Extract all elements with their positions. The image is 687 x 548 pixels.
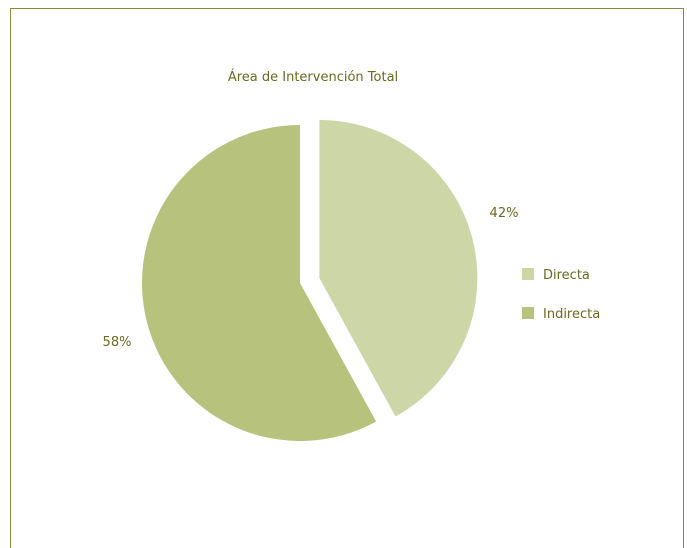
legend-label-directa: Directa — [543, 268, 590, 283]
data-label-directa: 42% — [490, 206, 519, 221]
data-label-indirecta: 58% — [103, 335, 132, 350]
chart-frame — [10, 8, 684, 548]
legend-label-indirecta: Indirecta — [543, 307, 600, 322]
pie-slices — [142, 120, 478, 441]
legend: Directa Indirecta — [522, 268, 600, 322]
chart-title: Área de Intervención Total — [228, 69, 398, 85]
pie-data-labels: 42% 58% — [103, 206, 519, 350]
pie-slice-directa — [319, 120, 478, 417]
legend-swatch-indirecta — [522, 307, 534, 319]
pie-slice-indirecta — [142, 125, 377, 441]
legend-swatch-directa — [522, 268, 534, 280]
